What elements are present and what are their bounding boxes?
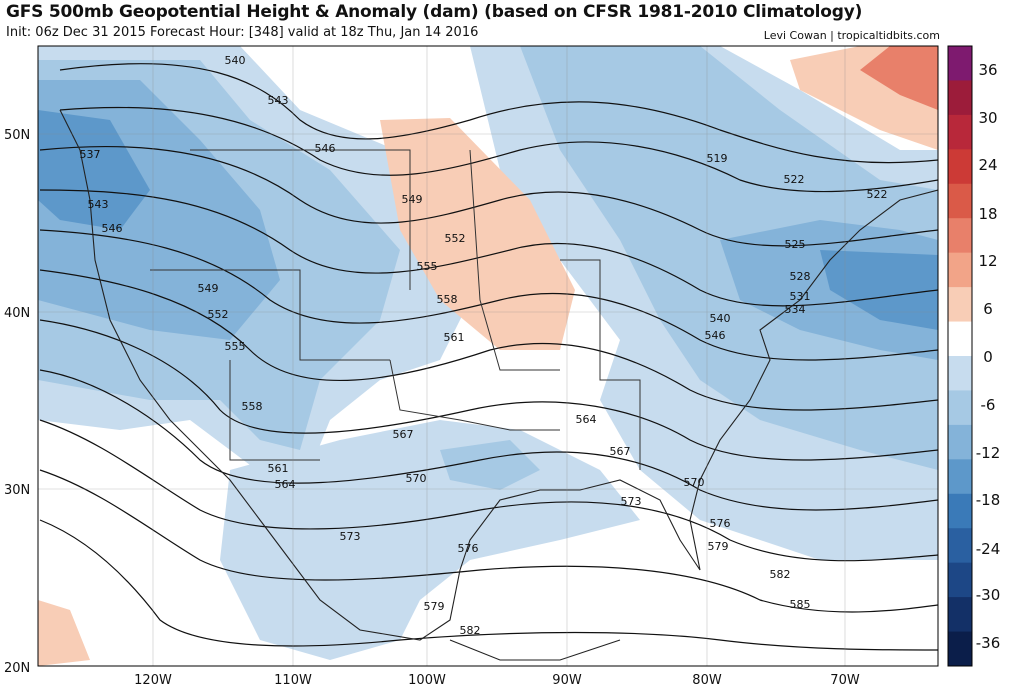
colorbar-label: -18 — [976, 491, 1001, 509]
contour-label: 549 — [402, 193, 423, 206]
colorbar-swatch — [948, 184, 972, 219]
lon-label-70w: 70W — [830, 673, 860, 688]
contour-label: 546 — [705, 329, 726, 342]
colorbar-swatch — [948, 563, 972, 598]
contour-label: 519 — [707, 152, 728, 165]
colorbar-label: -6 — [981, 396, 996, 414]
contour-label: 573 — [340, 530, 361, 543]
colorbar-swatch — [948, 322, 972, 357]
colorbar-swatch — [948, 425, 972, 460]
contour-label: 555 — [225, 340, 246, 353]
lon-label-100w: 100W — [408, 673, 446, 688]
contour-label: 582 — [460, 624, 481, 637]
contour-label: 549 — [198, 282, 219, 295]
colorbar-swatch — [948, 597, 972, 632]
contour-label: 522 — [784, 173, 805, 186]
contour-label: 546 — [315, 142, 336, 155]
colorbar-swatch — [948, 46, 972, 81]
contour-label: 522 — [867, 188, 888, 201]
colorbar: 36 30 24 18 12 6 0 -6 -12 -18 -24 -30 -36 — [948, 46, 1000, 667]
colorbar-label: -30 — [976, 586, 1001, 604]
lat-label-20n: 20N — [4, 661, 30, 676]
contour-label: 576 — [710, 517, 731, 530]
colorbar-label: 12 — [978, 252, 997, 270]
colorbar-label: 18 — [978, 205, 997, 223]
colorbar-swatch — [948, 528, 972, 563]
contour-label: 555 — [417, 260, 438, 273]
lon-label-80w: 80W — [692, 673, 722, 688]
colorbar-swatch — [948, 253, 972, 288]
lon-axis: 120W 110W 100W 90W 80W 70W — [134, 673, 860, 688]
contour-label: 543 — [268, 94, 289, 107]
colorbar-swatch — [948, 356, 972, 391]
contour-label: 567 — [393, 428, 414, 441]
colorbar-swatch — [948, 218, 972, 253]
colorbar-swatch — [948, 149, 972, 184]
colorbar-label: 6 — [983, 300, 993, 318]
contour-label: 525 — [785, 238, 806, 251]
contour-label: 579 — [424, 600, 445, 613]
colorbar-label: 0 — [983, 348, 993, 366]
contour-label: 528 — [790, 270, 811, 283]
colorbar-label: 36 — [978, 61, 997, 79]
contour-label: 570 — [684, 476, 705, 489]
lon-label-110w: 110W — [274, 673, 312, 688]
contour-label: 573 — [621, 495, 642, 508]
contour-label: 561 — [268, 462, 289, 475]
colorbar-label: 24 — [978, 156, 997, 174]
lat-label-30n: 30N — [4, 483, 30, 498]
contour-label: 537 — [80, 148, 101, 161]
contour-label: 585 — [790, 598, 811, 611]
contour-label: 546 — [102, 222, 123, 235]
lat-label-50n: 50N — [4, 128, 30, 143]
colorbar-swatch — [948, 80, 972, 115]
contour-label: 540 — [710, 312, 731, 325]
contour-label: 570 — [406, 472, 427, 485]
contour-label: 531 — [790, 290, 811, 303]
contour-label: 564 — [275, 478, 296, 491]
colorbar-swatch — [948, 494, 972, 529]
lon-label-120w: 120W — [134, 673, 172, 688]
contour-label: 552 — [445, 232, 466, 245]
contour-label: 579 — [708, 540, 729, 553]
lon-label-90w: 90W — [552, 673, 582, 688]
contour-label: 564 — [576, 413, 597, 426]
lat-label-40n: 40N — [4, 306, 30, 321]
colorbar-label: -12 — [976, 444, 1001, 462]
map-panel: 537 540 543 543 546 546 549 549 552 552 555 555 558 5… — [38, 46, 938, 666]
colorbar-label: -36 — [976, 634, 1001, 652]
colorbar-label: -24 — [976, 540, 1001, 558]
contour-label: 558 — [242, 400, 263, 413]
contour-label: 534 — [785, 303, 806, 316]
contour-label: 558 — [437, 293, 458, 306]
contour-label: 561 — [444, 331, 465, 344]
colorbar-swatch — [948, 115, 972, 150]
contour-label: 567 — [610, 445, 631, 458]
contour-label: 543 — [88, 198, 109, 211]
colorbar-swatch — [948, 632, 972, 667]
lat-axis: 50N 40N 30N 20N — [4, 128, 30, 676]
colorbar-swatch — [948, 390, 972, 425]
contour-label: 582 — [770, 568, 791, 581]
contour-label: 576 — [458, 542, 479, 555]
contour-label: 540 — [225, 54, 246, 67]
colorbar-swatch — [948, 287, 972, 322]
contour-label: 552 — [208, 308, 229, 321]
colorbar-swatch — [948, 459, 972, 494]
colorbar-label: 30 — [978, 109, 997, 127]
